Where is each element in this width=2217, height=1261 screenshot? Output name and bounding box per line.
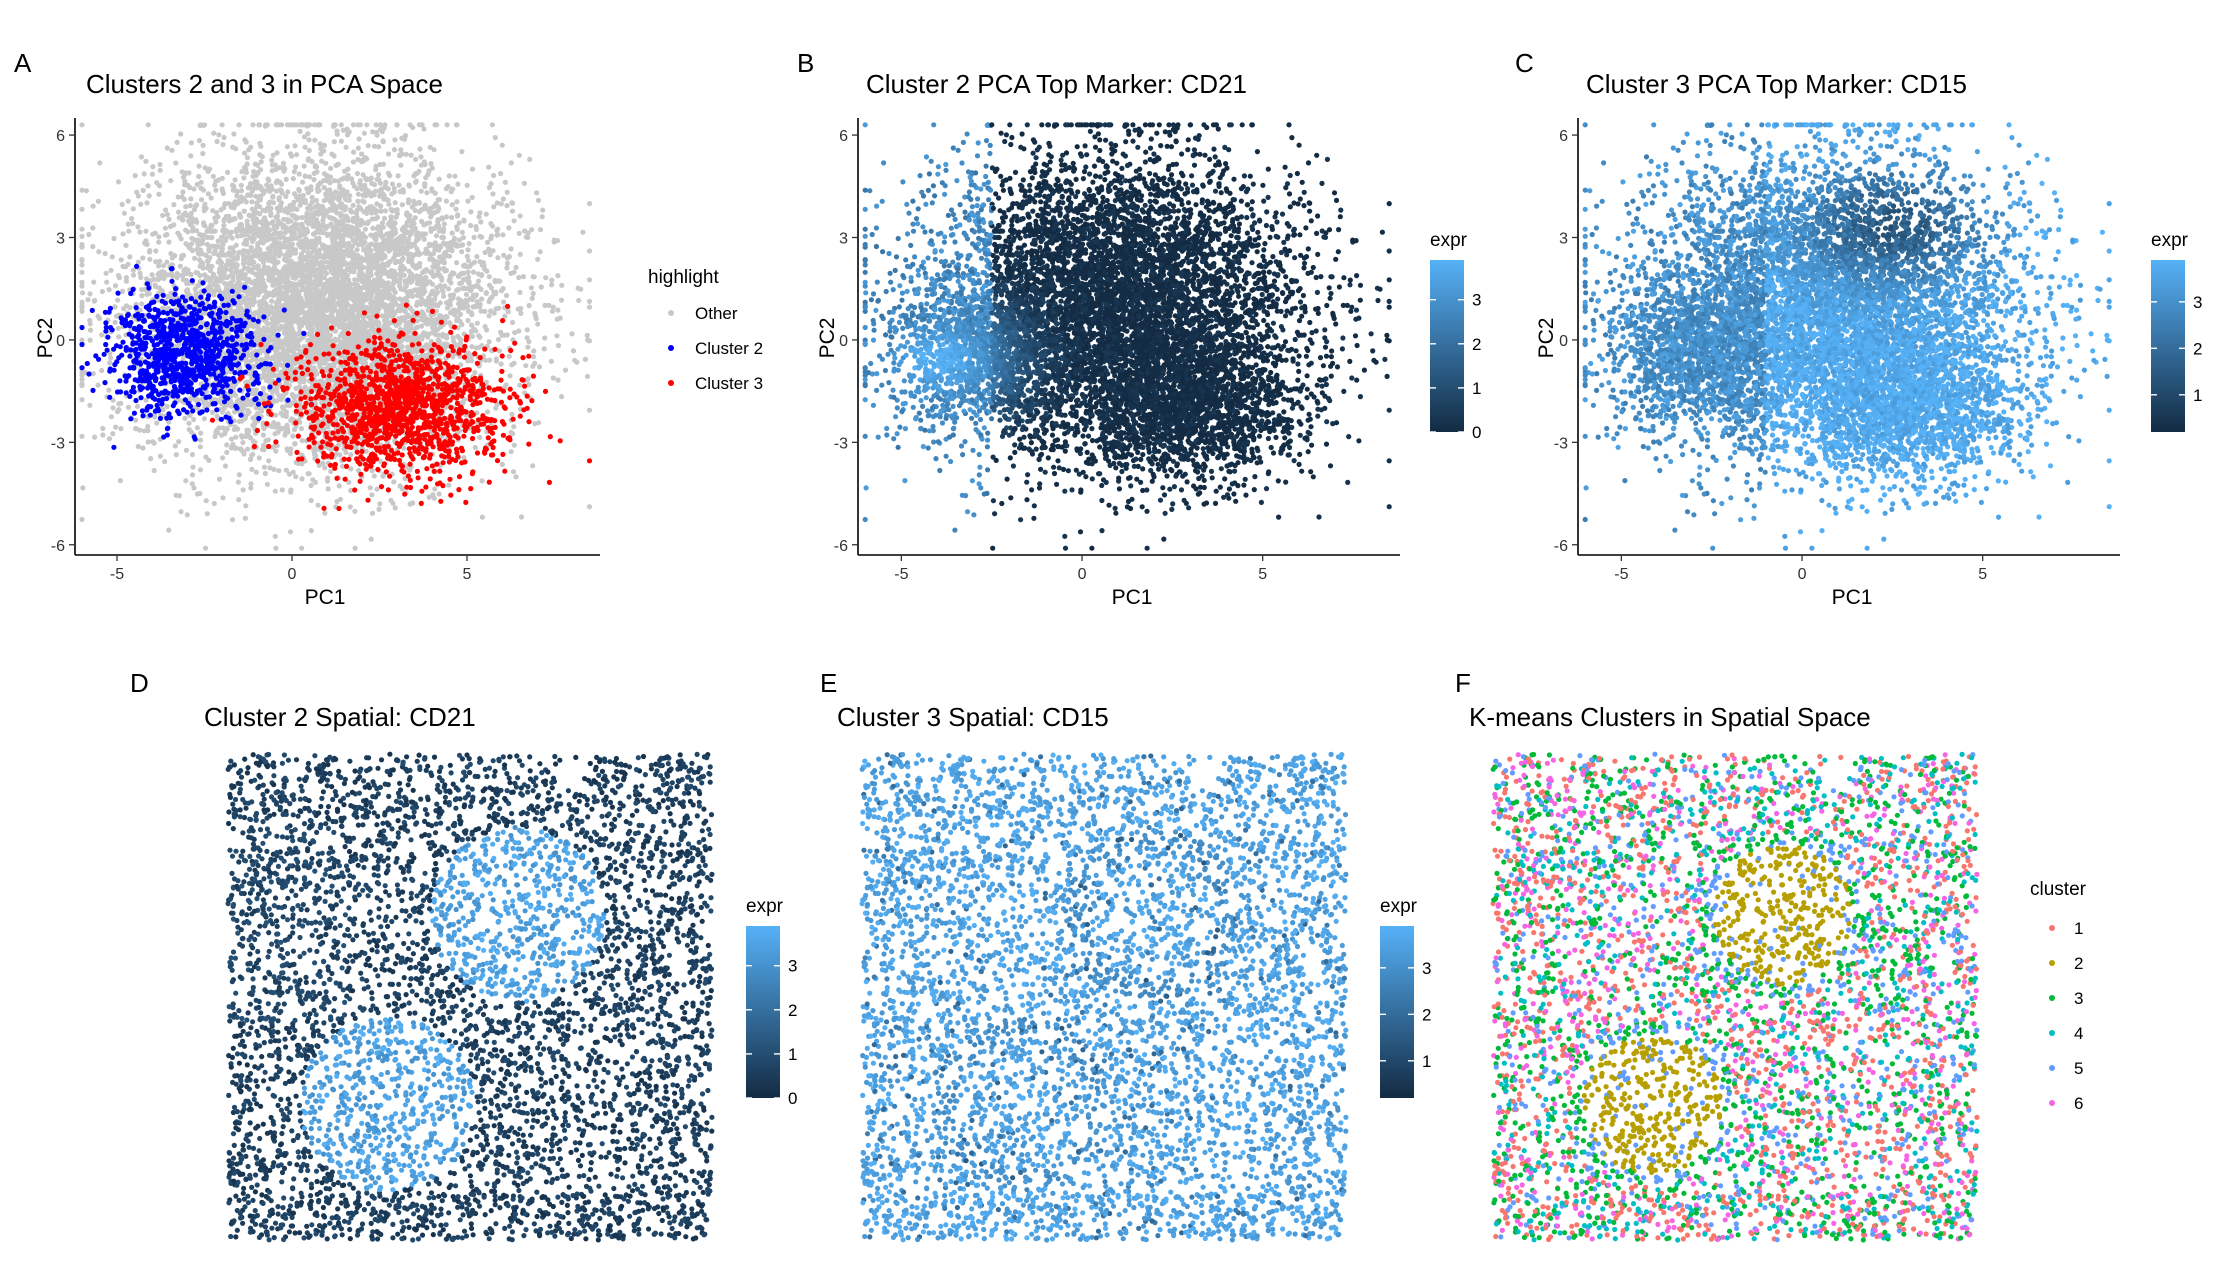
panel-b-title: Cluster 2 PCA Top Marker: CD21 <box>866 69 1247 99</box>
data-point <box>150 172 155 177</box>
y-tick-label: -3 <box>834 435 848 452</box>
data-point <box>471 270 476 275</box>
panel-c-xlabel: PC1 <box>1832 586 1873 609</box>
x-tick-label: -5 <box>110 566 124 583</box>
data-point <box>213 188 218 193</box>
data-point <box>150 164 155 169</box>
data-point <box>96 249 101 254</box>
data-point <box>249 467 254 472</box>
y-tick-label: 0 <box>1559 333 1568 350</box>
data-point <box>112 304 117 309</box>
y-tick-label: 3 <box>1559 230 1568 247</box>
panel-e-title: Cluster 3 Spatial: CD15 <box>837 702 1109 732</box>
y-tick-label: 3 <box>56 230 65 247</box>
data-point <box>183 478 188 483</box>
panel-tag-b: B <box>797 48 814 78</box>
panel-c-title: Cluster 3 PCA Top Marker: CD15 <box>1586 69 1967 99</box>
x-tick-label: 5 <box>1978 566 1987 583</box>
data-point <box>518 252 523 257</box>
x-tick-label: 5 <box>1258 566 1267 583</box>
data-point <box>239 188 244 193</box>
panel-tag-f: F <box>1455 668 1471 698</box>
data-point <box>103 251 108 256</box>
x-tick-label: -5 <box>1614 566 1628 583</box>
data-point <box>328 166 333 171</box>
data-point <box>97 160 102 165</box>
data-point <box>505 190 510 195</box>
data-point <box>503 180 508 185</box>
data-point <box>299 546 304 551</box>
data-point <box>257 455 262 460</box>
data-point <box>587 248 592 253</box>
data-point <box>212 501 217 506</box>
data-point <box>396 173 401 178</box>
y-tick-label: 0 <box>839 333 848 350</box>
data-point <box>461 455 466 460</box>
data-point <box>233 177 238 182</box>
panel-tag-a: A <box>14 48 32 78</box>
data-point <box>139 293 144 298</box>
y-tick-label: 6 <box>839 128 848 145</box>
panel-a-xlabel: PC1 <box>305 586 346 609</box>
data-point <box>220 122 225 127</box>
y-tick-label: 6 <box>56 128 65 145</box>
x-tick-label: 5 <box>463 566 472 583</box>
data-point <box>104 280 109 285</box>
panel-tag-e: E <box>820 668 837 698</box>
panel-a-title: Clusters 2 and 3 in PCA Space <box>86 69 443 99</box>
data-point <box>307 137 312 142</box>
data-point <box>88 328 93 333</box>
data-point <box>398 163 403 168</box>
data-point <box>84 188 89 193</box>
y-tick-label: -6 <box>51 538 65 555</box>
data-point <box>370 468 375 473</box>
panel-tag-c: C <box>1515 48 1534 78</box>
panel-b-xlabel: PC1 <box>1112 586 1153 609</box>
data-point <box>189 140 194 145</box>
panel-tag-d: D <box>130 668 149 698</box>
data-point <box>437 177 442 182</box>
data-point <box>517 383 522 388</box>
y-tick-label: 6 <box>1559 128 1568 145</box>
y-tick-label: -6 <box>834 538 848 555</box>
panel-a-ylabel: PC2 <box>34 318 57 359</box>
data-point <box>348 452 353 457</box>
x-tick-label: 0 <box>1798 566 1807 583</box>
x-tick-label: 0 <box>1078 566 1087 583</box>
x-tick-label: -5 <box>894 566 908 583</box>
data-point <box>224 450 229 455</box>
y-tick-label: 0 <box>56 333 65 350</box>
data-point <box>511 424 516 429</box>
data-point <box>445 122 450 127</box>
data-point <box>176 439 181 444</box>
multi-panel-figure: A B C D E F Clusters 2 and 3 in PCA Spac… <box>0 0 2217 1261</box>
panel-d-title: Cluster 2 Spatial: CD21 <box>204 702 476 732</box>
data-point <box>506 225 511 230</box>
data-point <box>449 215 454 220</box>
data-point <box>580 230 585 235</box>
y-tick-label: -3 <box>1554 435 1568 452</box>
y-tick-label: 3 <box>839 230 848 247</box>
data-point <box>79 227 84 232</box>
panel-b-ylabel: PC2 <box>816 318 839 359</box>
x-tick-label: 0 <box>288 566 297 583</box>
data-point <box>393 505 398 510</box>
data-point <box>119 257 124 262</box>
y-tick-label: -6 <box>1554 538 1568 555</box>
data-point <box>120 289 125 294</box>
data-point <box>585 374 590 379</box>
y-tick-label: -3 <box>51 435 65 452</box>
data-point <box>363 227 368 232</box>
panel-c-ylabel: PC2 <box>1535 318 1558 359</box>
data-point <box>198 444 203 449</box>
data-point <box>99 332 104 337</box>
data-point <box>424 190 429 195</box>
data-point <box>549 282 554 287</box>
data-point <box>293 164 298 169</box>
panel-f-title: K-means Clusters in Spatial Space <box>1469 702 1871 732</box>
